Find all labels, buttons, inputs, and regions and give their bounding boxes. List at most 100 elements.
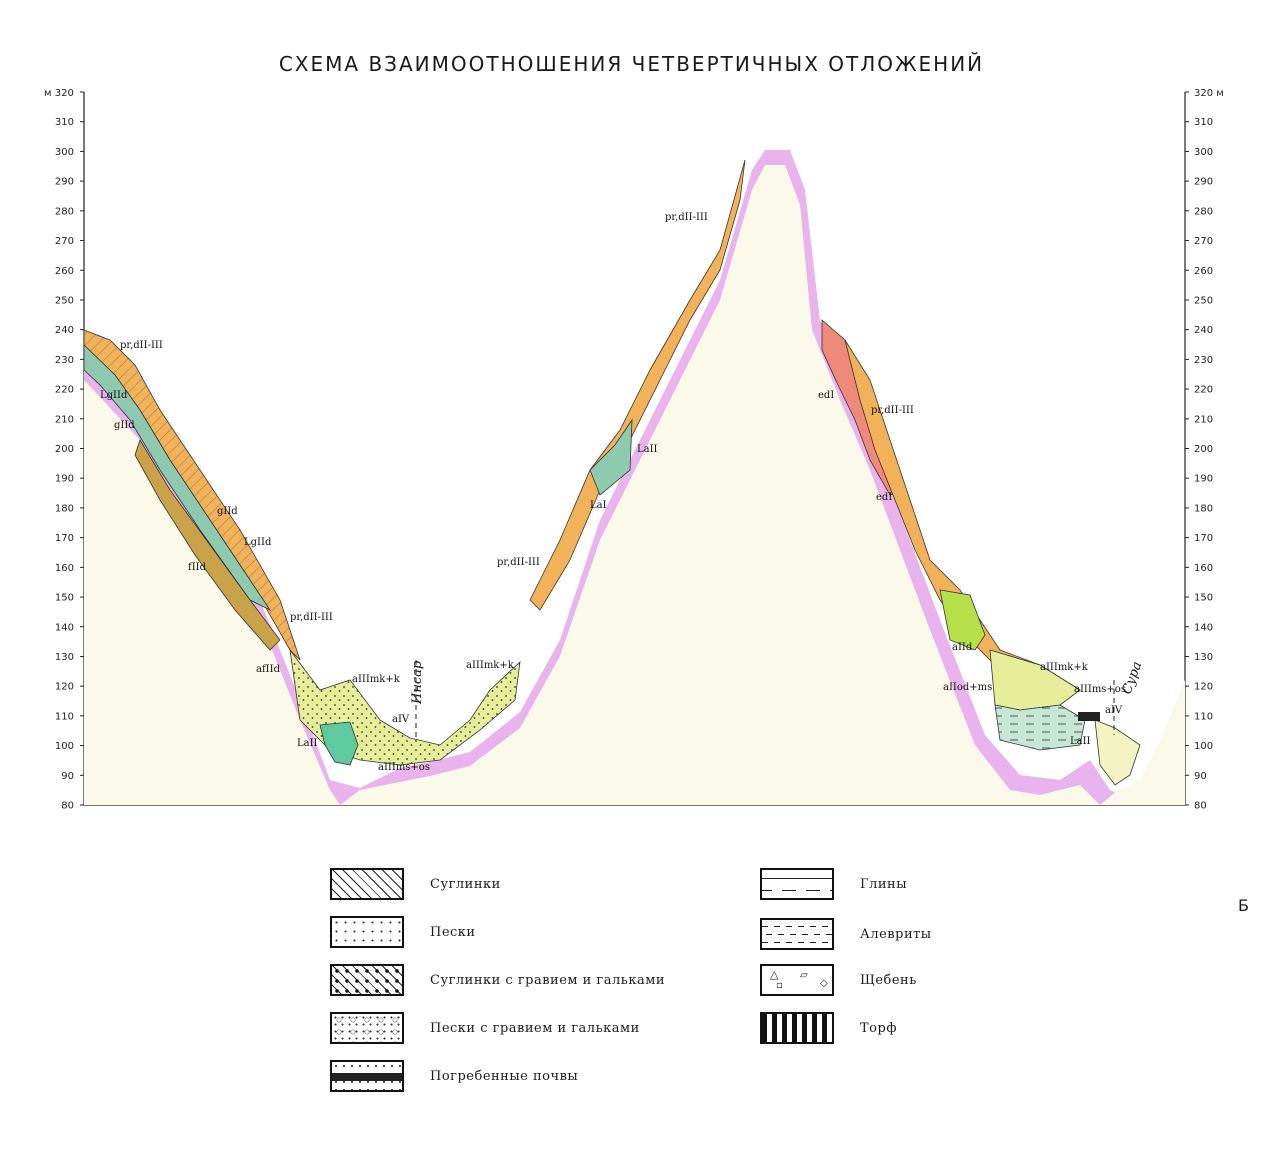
- left-tick-label: 80: [61, 801, 74, 812]
- left-tick-label: 200: [55, 444, 74, 455]
- right-tick-label: 230: [1194, 355, 1213, 366]
- label-pr-dII-III-top: pr,dII-III: [665, 212, 708, 223]
- right-tick-label: 250: [1194, 295, 1213, 306]
- swatch-buried-soils: [330, 1060, 404, 1092]
- left-tick-label: 160: [55, 563, 74, 574]
- right-tick-label: 260: [1194, 266, 1213, 277]
- label-pr-dII-III-left: pr,dII-III: [120, 340, 163, 351]
- legend-item-gliny: Глины: [760, 864, 907, 904]
- layer-orange-left-hatch: [84, 330, 300, 660]
- legend-label-peski: Пески: [430, 924, 476, 940]
- left-tick-label: 300: [55, 147, 74, 158]
- left-tick-label: 260: [55, 266, 74, 277]
- layer-labels: pr,dII-III LgIId gIId gIId LgIId fIId pr…: [100, 212, 1126, 773]
- swatch-suglinki: [330, 868, 404, 900]
- right-tick-label: 80: [1194, 801, 1207, 812]
- left-tick-label: 170: [55, 533, 74, 544]
- left-tick-label: 140: [55, 622, 74, 633]
- right-tick-label: 130: [1194, 652, 1213, 663]
- right-axis-unit-label: 320 м: [1194, 88, 1224, 99]
- right-tick-label: 100: [1194, 741, 1213, 752]
- swatch-gliny: [760, 868, 834, 900]
- right-tick-label: 280: [1194, 206, 1213, 217]
- right-tick-label: 210: [1194, 414, 1213, 425]
- right-tick-label: 120: [1194, 682, 1213, 693]
- layer-dash-right: [995, 705, 1085, 750]
- left-axis-unit-label: м 320: [44, 88, 74, 99]
- label-afIId: afIId: [256, 664, 281, 675]
- swatch-peski-gravel: [330, 1012, 404, 1044]
- peat-block: [1078, 712, 1100, 721]
- left-tick-label: 290: [55, 177, 74, 188]
- legend-item-peski-gravel: Пески с гравием и гальками: [330, 1008, 640, 1048]
- left-tick-label: 110: [55, 711, 74, 722]
- label-edI-top: edI: [818, 390, 834, 401]
- swatch-peski: [330, 916, 404, 948]
- diagram-title: СХЕМА ВЗАИМООТНОШЕНИЯ ЧЕТВЕРТИЧНЫХ ОТЛОЖ…: [278, 52, 985, 76]
- legend-item-shcheben: △ ▱ ◇ ▫ Щебень: [760, 960, 917, 1000]
- label-aIIImk-k-right: aIIImk+k: [1040, 662, 1089, 673]
- label-LaII-right: LaII: [1070, 736, 1091, 747]
- right-tick-label: 140: [1194, 622, 1213, 633]
- left-axis: м 320 80 90 100 110 120 130 140 150 160 170 180 190…: [44, 88, 85, 812]
- legend-label-torf: Торф: [860, 1020, 897, 1036]
- legend-label-suglinki: Суглинки: [430, 876, 501, 892]
- layer-green-left: [83, 344, 272, 612]
- right-tick-label: 90: [1194, 771, 1207, 782]
- layer-olive-left: [134, 439, 281, 651]
- left-tick-label: 90: [61, 771, 74, 782]
- right-tick-label: 270: [1194, 236, 1213, 247]
- legend-item-buried-soils: Погребенные почвы: [330, 1056, 578, 1096]
- right-tick-label: 220: [1194, 385, 1213, 396]
- label-LgIId1-top: LgIId: [100, 390, 128, 401]
- label-LaII: LaII: [297, 738, 318, 749]
- swatch-shcheben: △ ▱ ◇ ▫: [760, 964, 834, 996]
- right-tick-label: 110: [1194, 711, 1213, 722]
- label-LgIId1-mid: LgIId: [244, 537, 272, 548]
- left-tick-label: 310: [55, 117, 74, 128]
- label-LaII-centre: LaII: [637, 444, 658, 455]
- left-tick-label: 180: [55, 503, 74, 514]
- legend-label-buried-soils: Погребенные почвы: [430, 1068, 579, 1084]
- legend-label-peski-gravel: Пески с гравием и гальками: [430, 1020, 640, 1036]
- legend-label-suglinki-gravel: Суглинки с гравием и гальками: [430, 972, 665, 988]
- right-tick-label: 160: [1194, 563, 1213, 574]
- legend-item-suglinki: Суглинки: [330, 864, 501, 904]
- right-tick-label: 240: [1194, 325, 1213, 336]
- cross-section-diagram: м 320 80 90 100 110 120 130 140 150 160 170 180 190…: [44, 88, 1224, 812]
- insar-river-label: Инсар: [410, 660, 425, 705]
- right-tick-label: 200: [1194, 444, 1213, 455]
- label-LaI: LaI: [590, 500, 607, 511]
- label-aIIIms-os-right: aIIIms+os: [1074, 684, 1126, 695]
- left-tick-label: 150: [55, 593, 74, 604]
- right-tick-label: 190: [1194, 474, 1213, 485]
- label-gIId-left: gIId: [114, 420, 135, 431]
- label-aIIImk-k-centre: aIIImk+k: [466, 660, 515, 671]
- label-pr-dII-III-right: pr,dII-III: [871, 405, 914, 416]
- label-fIId: fIId: [188, 562, 207, 573]
- layer-teal-LaII: [319, 721, 359, 766]
- label-aIId: aIId: [952, 642, 973, 653]
- left-tick-label: 230: [55, 355, 74, 366]
- right-tick-label: 310: [1194, 117, 1213, 128]
- left-tick-label: 250: [55, 295, 74, 306]
- swatch-torf: [760, 1012, 834, 1044]
- left-tick-label: 240: [55, 325, 74, 336]
- legend-item-torf: Торф: [760, 1008, 897, 1048]
- label-aIIImk-k-left: aIIImk+k: [352, 674, 401, 685]
- left-tick-label: 100: [55, 741, 74, 752]
- right-tick-label: 300: [1194, 147, 1213, 158]
- bedrock-body: [84, 165, 1185, 805]
- label-gIId-mid: gIId: [217, 506, 238, 517]
- label-aIV-right: aIV: [1105, 705, 1123, 716]
- right-axis: 320 м 80 90 100 110 120 130 140 150 160 170 180 190…: [1184, 88, 1224, 812]
- legend-item-suglinki-gravel: Суглинки с гравием и гальками: [330, 960, 665, 1000]
- legend-label-shcheben: Щебень: [860, 972, 917, 988]
- right-tick-label: 170: [1194, 533, 1213, 544]
- label-aIIIms-os-left: aIIIms+os: [378, 762, 430, 773]
- right-tick-label: 180: [1194, 503, 1213, 514]
- left-tick-label: 280: [55, 206, 74, 217]
- label-aIV-left: aIV: [392, 714, 410, 725]
- legend-label-alevrity: Алевриты: [860, 926, 932, 942]
- legend-item-alevrity: Алевриты: [760, 914, 932, 954]
